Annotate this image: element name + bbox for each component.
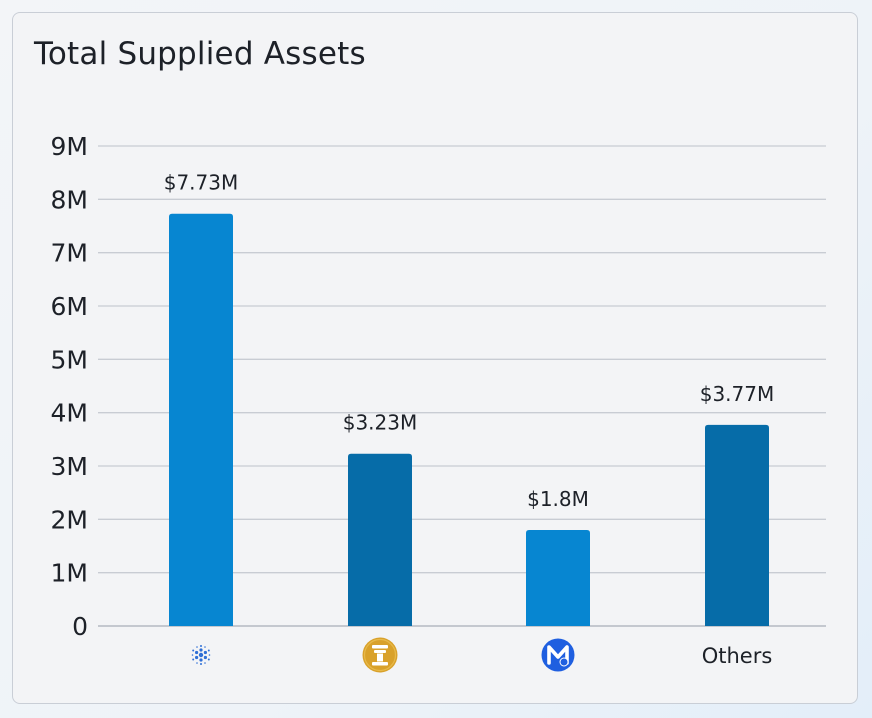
bar[interactable] [705,424,769,626]
y-tick-label: 1M [51,559,88,588]
y-tick-label: 3M [51,452,88,481]
bar-value-label: $3.23M [343,411,418,435]
bar-value-label: $3.77M [700,382,775,406]
bar-value-label: $7.73M [164,171,239,195]
y-tick-label: 7M [51,239,88,268]
x-category-label: Others [702,644,773,668]
y-tick-label: 8M [51,185,88,214]
y-tick-label: 0 [72,612,88,641]
y-tick-label: 6M [51,292,88,321]
y-tick-label: 9M [51,132,88,161]
gold-pillar-coin-icon [362,637,398,673]
bar-value-label: $1.8M [527,487,589,511]
blue-m-coin-icon [541,638,575,672]
bar[interactable] [169,213,233,626]
y-tick-label: 4M [51,399,88,428]
bar[interactable] [526,530,590,626]
y-tick-label: 5M [51,345,88,374]
cardano-asterisk-icon [191,645,211,665]
chart-title: Total Supplied Assets [34,36,366,72]
y-tick-label: 2M [51,505,88,534]
bar[interactable] [348,453,412,626]
